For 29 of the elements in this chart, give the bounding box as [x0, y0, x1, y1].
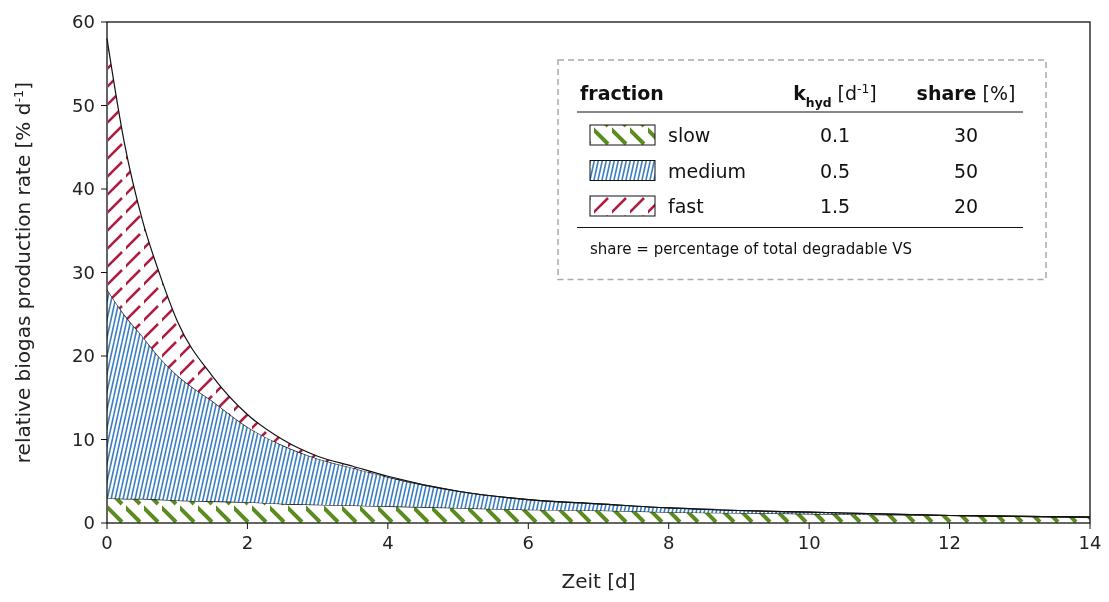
- annotation: 0.5: [819, 159, 851, 182]
- y-tick-label: 60: [72, 11, 95, 32]
- annotation: 50: [953, 159, 979, 182]
- annotation: k$_{hyd}$ [d$^{-1}$]: [793, 82, 877, 110]
- annotation: 30: [953, 124, 979, 146]
- annotation: share = percentage of total degradable VS: [590, 239, 912, 258]
- x-tick-label: 8: [662, 532, 675, 553]
- annotation: 1.5: [819, 195, 851, 217]
- x-tick-label: 6: [522, 532, 535, 553]
- y-tick-label: 40: [72, 178, 95, 199]
- legend-label: slow: [668, 124, 711, 146]
- x-tick-label: 12: [938, 532, 962, 553]
- x-tick-label: 10: [797, 532, 821, 553]
- y-tick-label: 10: [72, 428, 95, 450]
- x-axis-title: Zeit [d]: [561, 569, 636, 593]
- legend-label: medium: [668, 159, 747, 182]
- annotation: 0.1: [819, 124, 851, 146]
- annotation: share [%]: [916, 82, 1016, 104]
- legend-label: fast: [668, 195, 704, 217]
- y-tick-label: 20: [72, 345, 95, 366]
- annotation: 20: [953, 195, 979, 217]
- y-tick-label: 50: [72, 94, 95, 116]
- legend-title: fraction: [580, 82, 664, 104]
- x-tick-label: 0: [101, 532, 113, 553]
- x-tick-label: 4: [382, 532, 394, 553]
- y-tick-label: 0: [83, 512, 95, 533]
- x-tick-label: 2: [241, 532, 254, 553]
- x-tick-label: 14: [1078, 532, 1102, 553]
- y-tick-label: 30: [72, 261, 95, 283]
